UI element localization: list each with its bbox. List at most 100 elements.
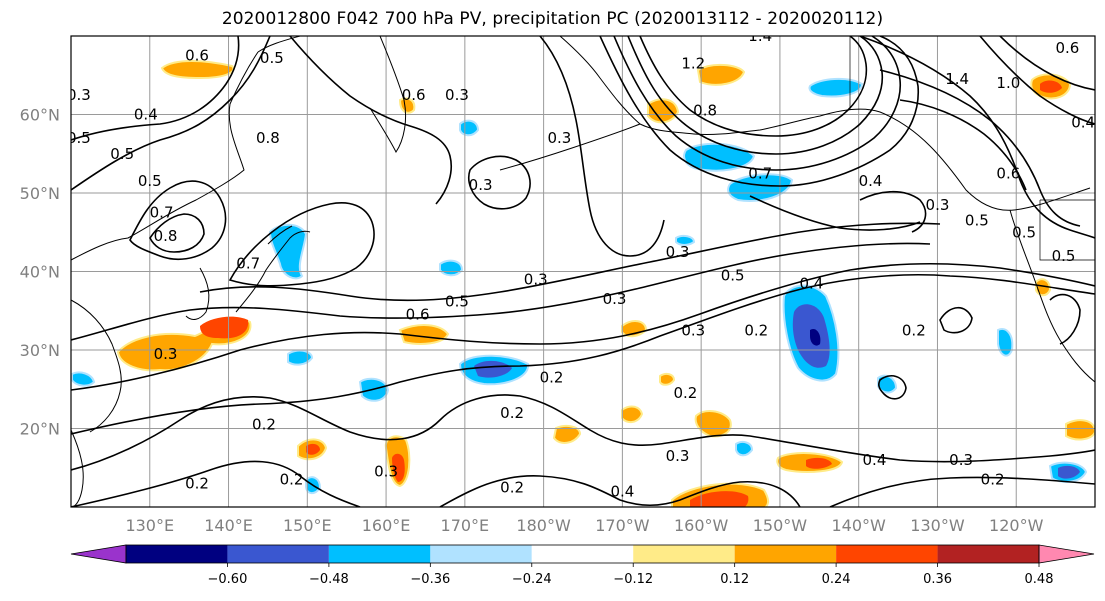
precip-patch bbox=[268, 223, 308, 280]
colorbar-tick-label: 0.24 bbox=[822, 572, 851, 587]
colorbar-segment bbox=[430, 545, 532, 563]
contour-label: 0.2 bbox=[540, 368, 564, 386]
lon-label: 150°W bbox=[753, 516, 808, 535]
precip-patch bbox=[621, 405, 644, 424]
lon-label: 170°E bbox=[441, 516, 490, 535]
pv-contours bbox=[71, 36, 1095, 507]
colorbar-segment bbox=[328, 545, 431, 563]
contour-label: 0.6 bbox=[406, 306, 430, 324]
map-title: 2020012800 F042 700 hPa PV, precipitatio… bbox=[221, 9, 884, 29]
contour-line bbox=[71, 242, 931, 341]
contour-label: 0.4 bbox=[134, 106, 158, 124]
contour-label: 0.4 bbox=[863, 451, 887, 469]
contour-line bbox=[468, 155, 531, 210]
contour-line bbox=[999, 36, 1095, 91]
contour-line bbox=[829, 476, 1095, 507]
coastline-alaska bbox=[559, 36, 1091, 211]
colorbar-tick-label: 0.12 bbox=[720, 572, 749, 587]
contour-label: 0.7 bbox=[150, 204, 174, 222]
colorbar-extend-high bbox=[1038, 544, 1095, 564]
lon-label: 160°E bbox=[362, 516, 411, 535]
contour-line bbox=[228, 202, 375, 287]
contour-label: 0.7 bbox=[236, 255, 260, 273]
contour-label: 0.5 bbox=[138, 172, 162, 190]
contour-line bbox=[939, 306, 973, 334]
lon-label: 120°W bbox=[989, 516, 1044, 535]
contour-label: 0.2 bbox=[280, 471, 304, 489]
contour-label: 0.8 bbox=[693, 102, 717, 120]
contour-line bbox=[71, 394, 1095, 471]
precip-patch bbox=[474, 360, 512, 378]
precip-patch bbox=[287, 349, 314, 366]
contour-label: 0.3 bbox=[666, 243, 690, 261]
contour-label: 0.2 bbox=[500, 478, 524, 496]
precip-patch bbox=[439, 259, 464, 277]
contour-line bbox=[71, 36, 271, 191]
colorbar-segment bbox=[937, 545, 1039, 563]
lat-label: 30°N bbox=[20, 341, 60, 360]
precip-patch bbox=[690, 491, 749, 507]
contour-line bbox=[878, 375, 907, 400]
coastline-china bbox=[71, 299, 122, 507]
colorbar-tick-label: −0.12 bbox=[613, 572, 653, 587]
colorbar-tick-label: 0.48 bbox=[1025, 572, 1054, 587]
lon-label: 140°E bbox=[204, 516, 253, 535]
contour-labels: 0.6 0.5 0.4 0.5 0.5 0.7 0.8 0.7 0.6 0.5 0.3 0.3 0.3 0… bbox=[67, 27, 1095, 500]
contour-line bbox=[899, 99, 1027, 191]
contour-line bbox=[639, 36, 868, 137]
contour-line bbox=[599, 36, 920, 187]
contour-line bbox=[439, 475, 801, 507]
contour-line bbox=[71, 262, 1095, 391]
precip-patch bbox=[808, 78, 864, 98]
colorbar-tick-label: −0.36 bbox=[410, 572, 450, 587]
latitude-labels: 60°N 50°N 40°N 30°N 20°N bbox=[20, 106, 60, 439]
contour-label: 1.4 bbox=[945, 70, 969, 88]
colorbar-tick-label: −0.60 bbox=[208, 572, 248, 587]
contour-label: 0.6 bbox=[1056, 39, 1080, 57]
contour-label: 0.3 bbox=[445, 86, 469, 104]
contour-line bbox=[71, 460, 361, 507]
colorbar: −0.60 −0.48 −0.36 −0.24 −0.12 0.12 0.24 0.36 0.4… bbox=[70, 544, 1095, 587]
coastlines bbox=[71, 36, 1095, 507]
contour-label: 0.3 bbox=[603, 290, 627, 308]
contour-label: 0.3 bbox=[67, 86, 91, 104]
contour-label: 0.2 bbox=[500, 404, 524, 422]
lat-label: 20°N bbox=[20, 420, 60, 439]
contour-line bbox=[627, 36, 884, 155]
contour-label: 0.5 bbox=[1052, 247, 1076, 265]
colorbar-segment bbox=[227, 545, 329, 563]
lon-label: 130°W bbox=[910, 516, 965, 535]
precip-patch bbox=[200, 316, 249, 339]
contour-label: 0.5 bbox=[67, 129, 91, 147]
border bbox=[849, 36, 1095, 261]
contour-label: 0.4 bbox=[800, 274, 824, 292]
contour-line bbox=[613, 36, 902, 171]
precip-patch bbox=[1065, 419, 1095, 441]
contour-line bbox=[129, 180, 227, 261]
contour-line bbox=[859, 36, 1095, 239]
contour-label: 0.5 bbox=[721, 266, 745, 284]
contour-line bbox=[879, 69, 1081, 227]
precip-patch bbox=[398, 324, 450, 345]
coastline-aleutians bbox=[499, 123, 641, 171]
precip-patch bbox=[392, 453, 405, 482]
contour-line bbox=[749, 195, 921, 231]
contour-label: 0.3 bbox=[547, 129, 571, 147]
colorbar-segment bbox=[531, 545, 634, 563]
precip-patch bbox=[1035, 278, 1052, 297]
contour-label: 0.8 bbox=[256, 129, 280, 147]
lon-label: 140°W bbox=[832, 516, 887, 535]
contour-label: 1.2 bbox=[681, 54, 705, 72]
contour-label: 1.4 bbox=[748, 27, 772, 45]
colorbar-tick-label: −0.48 bbox=[309, 572, 349, 587]
precip-patch bbox=[459, 119, 480, 137]
colorbar-segment bbox=[126, 545, 228, 563]
lon-label: 180°W bbox=[516, 516, 571, 535]
precip-patch bbox=[1058, 465, 1080, 479]
contour-label: 0.2 bbox=[252, 416, 276, 434]
contour-label: 0.4 bbox=[610, 482, 634, 500]
contour-label: 0.7 bbox=[748, 164, 772, 182]
map-frame bbox=[70, 35, 1096, 508]
contour-label: 0.5 bbox=[260, 49, 284, 67]
